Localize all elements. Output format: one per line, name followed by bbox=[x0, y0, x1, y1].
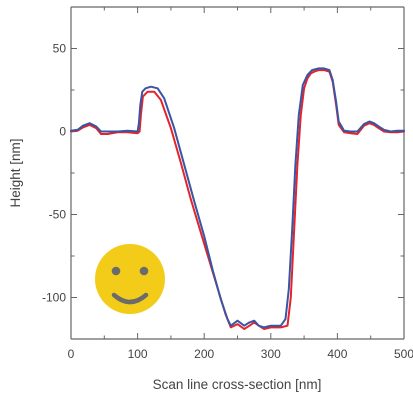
x-axis-label: Scan line cross-section [nm] bbox=[153, 377, 322, 392]
smiley-mouth bbox=[111, 292, 149, 305]
series-blue-line bbox=[70, 67, 405, 329]
x-tick-label: 500 bbox=[394, 347, 413, 361]
y-tick-label: -50 bbox=[49, 208, 67, 222]
y-tick-label: 0 bbox=[59, 125, 66, 139]
y-axis-label: Height [nm] bbox=[8, 138, 23, 207]
smiley-right-eye bbox=[139, 266, 149, 276]
tick-labels: 0 100 200 300 400 500 -100 -50 0 50 bbox=[42, 42, 413, 362]
smiley-left-eye bbox=[111, 266, 121, 276]
y-tick-label: 50 bbox=[53, 42, 67, 56]
x-tick-label: 100 bbox=[128, 347, 148, 361]
axis-ticks bbox=[70, 7, 405, 339]
x-tick-label: 0 bbox=[68, 347, 75, 361]
x-tick-label: 400 bbox=[327, 347, 347, 361]
y-tick-label: -100 bbox=[42, 291, 66, 305]
x-tick-label: 200 bbox=[194, 347, 214, 361]
x-tick-label: 300 bbox=[261, 347, 281, 361]
series-group bbox=[70, 67, 405, 330]
smiley-face-icon bbox=[95, 244, 165, 314]
